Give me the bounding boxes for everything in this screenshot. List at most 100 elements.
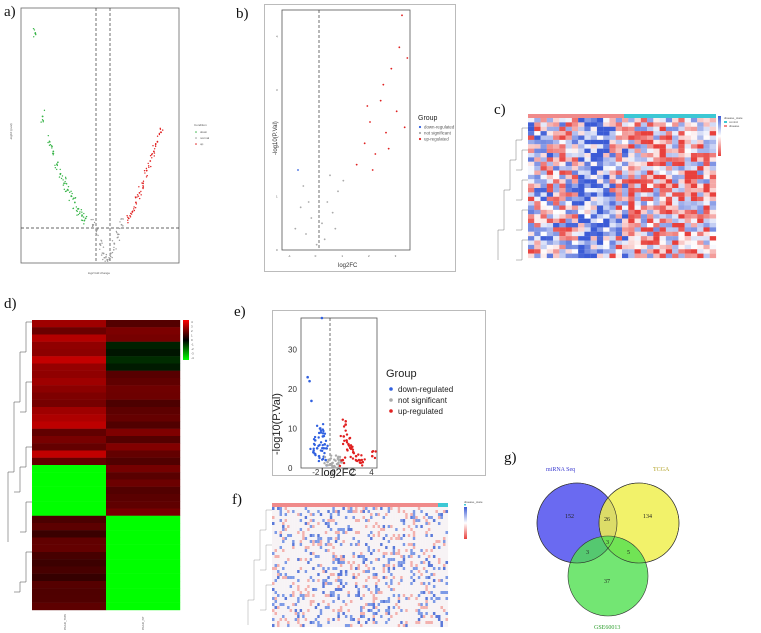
panel-f-cell (372, 564, 376, 568)
panel-f-cell (297, 576, 300, 580)
panel-f-cell (387, 546, 391, 550)
panel-c-cell (584, 227, 591, 232)
panel-f-cell (274, 579, 278, 583)
panel-f-cell (302, 516, 305, 520)
panel-f-cell (392, 588, 396, 592)
panel-f-cell (274, 549, 278, 553)
panel-c-cell (678, 153, 685, 158)
panel-f-cell (289, 612, 293, 616)
panel-f-cell (327, 531, 330, 535)
panel-c-cell (653, 236, 660, 241)
panel-a-point-up (142, 187, 144, 190)
panel-f-cell (352, 588, 356, 592)
panel-f-cell (347, 549, 350, 553)
panel-f-cell (440, 561, 444, 565)
panel-f-cell (360, 624, 363, 628)
panel-f-cell (420, 534, 423, 538)
panel-f-cell (347, 594, 350, 598)
panel-f-cell (435, 576, 438, 580)
panel-f-cell (410, 621, 413, 625)
panel-c-cell (672, 244, 679, 250)
panel-d-cell (106, 399, 181, 408)
panel-f-cell (277, 555, 280, 559)
panel-c-cell (678, 179, 685, 184)
panel-c-cell (553, 170, 560, 175)
panel-f-cell (312, 594, 315, 598)
panel-f-cell (402, 525, 406, 529)
panel-f-cell (324, 513, 328, 517)
panel-c-cell (703, 196, 710, 202)
panel-a-point-down (32, 27, 35, 30)
panel-c-cell (565, 244, 572, 250)
panel-c-cell (596, 196, 604, 202)
panel-e-point (319, 427, 322, 430)
panel-c-cell (590, 157, 598, 162)
panel-f-cell (314, 546, 318, 550)
panel-f-cell (405, 591, 408, 595)
panel-a-point-normal (118, 239, 121, 242)
panel-c-cell (628, 174, 635, 180)
panel-f-cell (360, 549, 363, 553)
panel-f-cell (337, 540, 340, 544)
panel-f-cell (329, 549, 333, 553)
panel-c-cell (647, 174, 654, 180)
panel-f-cell (380, 528, 383, 532)
panel-f-cell (329, 606, 333, 610)
panel-f-cell (380, 594, 383, 598)
panel-f-cell (445, 513, 449, 517)
panel-a-point-down (84, 217, 87, 220)
panel-f-cell (339, 573, 343, 577)
panel-c-cell (709, 244, 717, 250)
panel-f-cell (279, 525, 283, 529)
panel-f-cell (327, 594, 330, 598)
panel-f-cell (412, 564, 416, 568)
panel-c-cell (665, 183, 673, 189)
panel-f-cell (435, 585, 438, 589)
panel-a-point-normal (100, 254, 103, 256)
panel-c-cell (546, 188, 554, 193)
panel-f-cell (442, 606, 446, 610)
panel-f-cell (377, 621, 381, 625)
panel-f-cell (417, 555, 421, 559)
panel-c-cell (609, 214, 616, 219)
panel-c-cell (628, 218, 635, 224)
panel-a-point-down (79, 212, 81, 215)
panel-f-cell (312, 579, 315, 583)
panel-d-cell (32, 450, 107, 458)
panel-f-cell (294, 600, 298, 604)
panel-a-point-up (136, 194, 139, 196)
panel-d-cell (32, 501, 107, 509)
panel-c-cell (540, 231, 547, 237)
panel-f-cell (342, 579, 345, 583)
panel-f-cell (430, 549, 433, 553)
panel-f-cell (400, 588, 403, 592)
panel-a-point-up (150, 165, 152, 168)
panel-c-cell (678, 244, 685, 250)
panel-f-cell (299, 594, 303, 598)
panel-f-cell (292, 525, 295, 529)
panel-f-cell (367, 507, 371, 511)
panel-c-cell (578, 131, 585, 136)
panel-f-cell (440, 537, 444, 541)
panel-d-cell (106, 320, 181, 328)
panel-c-cell (596, 249, 604, 254)
panel-c-cell (603, 166, 610, 171)
panel-f-cell (440, 588, 444, 592)
panel-f-cell (279, 546, 283, 550)
panel-f-cell (440, 528, 444, 532)
panel-f-cell (292, 555, 295, 559)
panel-f-cell (337, 549, 340, 553)
panel-f-cell (427, 546, 431, 550)
panel-f-cell (342, 561, 345, 565)
panel-f-cell (297, 561, 300, 565)
panel-e-point (317, 431, 321, 435)
panel-f-cell (307, 534, 310, 538)
panel-c-cell (709, 179, 717, 184)
panel-f-cell (400, 585, 403, 589)
panel-f-cell (410, 555, 413, 559)
panel-f-cell (299, 519, 303, 523)
panel-f-cell (294, 531, 298, 535)
panel-a-point-up (134, 207, 137, 209)
panel-f-cell (297, 609, 300, 613)
panel-f-cell (332, 558, 335, 562)
